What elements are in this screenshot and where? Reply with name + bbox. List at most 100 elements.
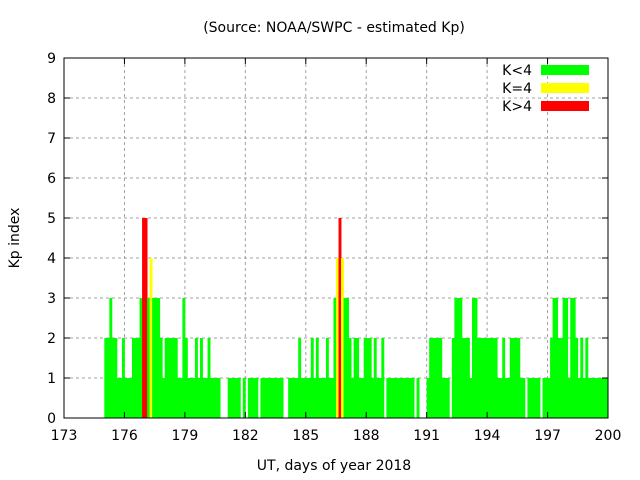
kp-bar bbox=[353, 338, 357, 418]
x-tick-label: 173 bbox=[51, 428, 78, 444]
kp-bar bbox=[260, 378, 264, 418]
kp-bar bbox=[202, 378, 206, 418]
kp-bar bbox=[529, 378, 533, 418]
kp-bar bbox=[174, 338, 178, 418]
kp-bar bbox=[550, 338, 553, 418]
kp-bar bbox=[197, 378, 201, 418]
kp-bar bbox=[487, 338, 491, 418]
kp-bar bbox=[557, 338, 561, 418]
kp-bar bbox=[409, 378, 412, 418]
kp-bar bbox=[404, 378, 407, 418]
kp-bar bbox=[280, 378, 284, 418]
kp-bar bbox=[398, 378, 402, 418]
kp-bar bbox=[346, 298, 349, 418]
x-tick-label: 176 bbox=[111, 428, 138, 444]
y-tick-label: 1 bbox=[47, 371, 56, 387]
kp-bar bbox=[320, 378, 324, 418]
kp-bar bbox=[391, 378, 395, 418]
kp-bar bbox=[431, 338, 435, 418]
kp-bar bbox=[595, 378, 599, 418]
kp-bar bbox=[451, 338, 455, 418]
kp-bar bbox=[330, 378, 334, 418]
kp-bar bbox=[368, 338, 372, 418]
kp-bar bbox=[575, 338, 579, 418]
kp-bar bbox=[585, 338, 589, 418]
kp-bar bbox=[580, 338, 584, 418]
kp-bar bbox=[338, 218, 342, 418]
kp-bar bbox=[472, 298, 475, 418]
kp-bar bbox=[295, 378, 299, 418]
kp-bar bbox=[351, 378, 355, 418]
kp-bar bbox=[184, 338, 188, 418]
legend-label: K<4 bbox=[502, 63, 532, 79]
y-tick-label: 9 bbox=[47, 51, 56, 67]
kp-bar bbox=[167, 338, 171, 418]
kp-bar bbox=[489, 338, 493, 418]
kp-bar bbox=[356, 338, 360, 418]
kp-bar bbox=[358, 378, 362, 418]
kp-bar bbox=[278, 378, 281, 418]
kp-bar bbox=[366, 338, 370, 418]
kp-bar bbox=[348, 338, 352, 418]
x-tick-label: 194 bbox=[474, 428, 501, 444]
kp-bar bbox=[139, 298, 143, 418]
kp-bar bbox=[512, 338, 516, 418]
kp-bar bbox=[562, 298, 566, 418]
kp-bar bbox=[250, 378, 254, 418]
kp-bar bbox=[600, 378, 604, 418]
kp-bar bbox=[290, 378, 294, 418]
kp-bar bbox=[152, 298, 156, 418]
legend-label: K=4 bbox=[502, 81, 532, 97]
kp-bar bbox=[605, 378, 609, 418]
kp-bar bbox=[534, 378, 538, 418]
kp-bar bbox=[386, 378, 390, 418]
kp-bar bbox=[514, 338, 518, 418]
kp-bar bbox=[268, 378, 271, 418]
kp-bar bbox=[474, 298, 478, 418]
kp-bar bbox=[273, 378, 276, 418]
kp-bar bbox=[305, 378, 309, 418]
y-axis-label: Kp index bbox=[7, 208, 23, 269]
kp-bar bbox=[509, 338, 513, 418]
kp-bar bbox=[144, 218, 148, 418]
x-axis-label: UT, days of year 2018 bbox=[257, 458, 411, 474]
x-tick-label: 179 bbox=[172, 428, 199, 444]
legend-label: K>4 bbox=[502, 99, 532, 115]
kp-bar bbox=[313, 378, 317, 418]
kp-bar bbox=[504, 378, 508, 418]
kp-bar bbox=[469, 378, 473, 418]
kp-bar bbox=[242, 378, 246, 418]
kp-bar bbox=[592, 378, 596, 418]
kp-bar bbox=[336, 258, 339, 418]
kp-bar bbox=[497, 378, 501, 418]
kp-bar bbox=[560, 338, 564, 418]
kp-bar bbox=[275, 378, 279, 418]
kp-bar bbox=[325, 338, 329, 418]
y-tick-label: 2 bbox=[47, 331, 56, 347]
kp-bar bbox=[439, 338, 443, 418]
kp-bar bbox=[124, 378, 128, 418]
kp-bar bbox=[262, 378, 266, 418]
kp-bar bbox=[444, 378, 448, 418]
kp-bar bbox=[361, 378, 365, 418]
kp-bar bbox=[446, 378, 450, 418]
kp-bar bbox=[333, 298, 337, 418]
kp-bar bbox=[341, 258, 344, 418]
y-tick-label: 0 bbox=[47, 411, 56, 427]
kp-bar bbox=[434, 338, 438, 418]
kp-bar bbox=[436, 338, 440, 418]
kp-bar bbox=[507, 378, 511, 418]
kp-bar bbox=[323, 378, 327, 418]
kp-bar bbox=[298, 338, 302, 418]
kp-bar bbox=[542, 378, 546, 418]
kp-bar bbox=[565, 298, 569, 418]
kp-bar bbox=[416, 378, 420, 418]
kp-bar bbox=[587, 378, 591, 418]
kp-bar bbox=[210, 378, 213, 418]
kp-bar bbox=[517, 338, 521, 418]
kp-bar bbox=[111, 338, 115, 418]
kp-bar bbox=[502, 338, 506, 418]
kp-bar bbox=[169, 338, 173, 418]
kp-bar bbox=[522, 378, 526, 418]
